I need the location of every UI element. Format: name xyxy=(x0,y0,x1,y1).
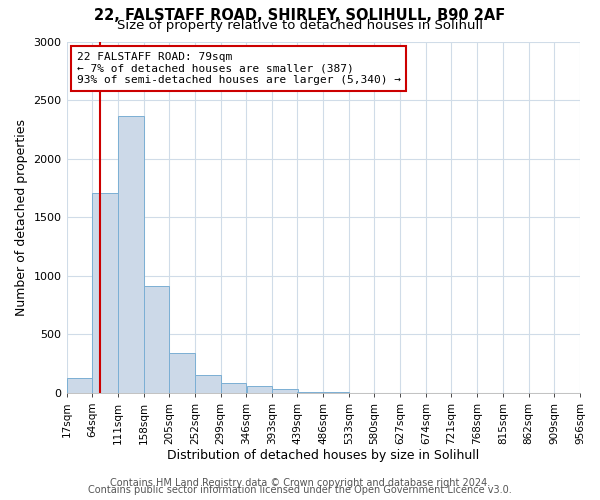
Bar xyxy=(272,390,298,393)
Text: Contains HM Land Registry data © Crown copyright and database right 2024.: Contains HM Land Registry data © Crown c… xyxy=(110,478,490,488)
Bar xyxy=(169,353,195,393)
Text: Size of property relative to detached houses in Solihull: Size of property relative to detached ho… xyxy=(117,19,483,32)
Bar xyxy=(323,392,349,393)
Text: 22, FALSTAFF ROAD, SHIRLEY, SOLIHULL, B90 2AF: 22, FALSTAFF ROAD, SHIRLEY, SOLIHULL, B9… xyxy=(94,8,506,22)
Bar xyxy=(92,192,118,393)
Bar xyxy=(118,116,143,393)
Bar xyxy=(298,392,323,393)
Y-axis label: Number of detached properties: Number of detached properties xyxy=(15,118,28,316)
Bar xyxy=(144,286,169,393)
Text: Contains public sector information licensed under the Open Government Licence v3: Contains public sector information licen… xyxy=(88,485,512,495)
Text: 22 FALSTAFF ROAD: 79sqm
← 7% of detached houses are smaller (387)
93% of semi-de: 22 FALSTAFF ROAD: 79sqm ← 7% of detached… xyxy=(77,52,401,85)
Bar xyxy=(221,383,247,393)
Bar xyxy=(247,386,272,393)
X-axis label: Distribution of detached houses by size in Solihull: Distribution of detached houses by size … xyxy=(167,450,479,462)
Bar xyxy=(195,374,221,393)
Bar xyxy=(67,378,92,393)
